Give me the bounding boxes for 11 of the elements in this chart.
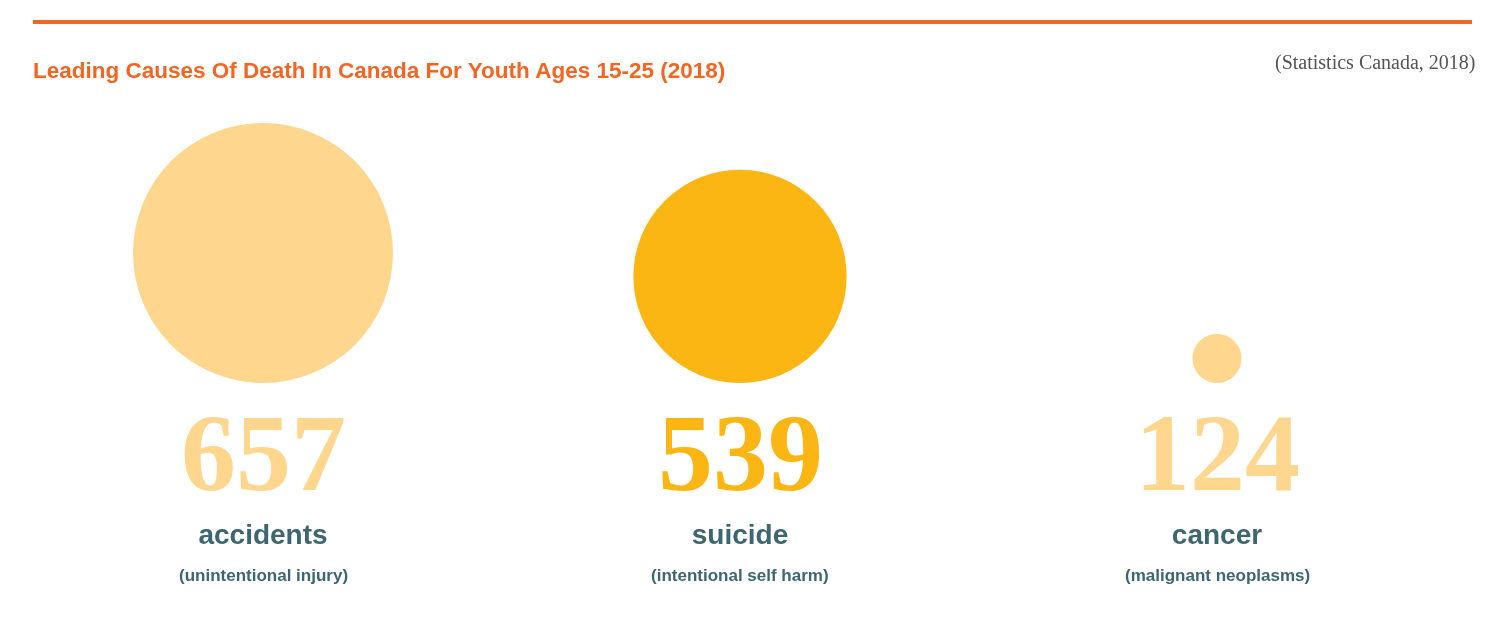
text: (malignant neoplasms) — [1125, 566, 1311, 585]
text: (Statistics Canada, 2018) — [1275, 51, 1476, 74]
data-label: 124 — [1135, 392, 1300, 514]
category-label: accidents — [198, 519, 328, 550]
data-label: 539 — [658, 392, 823, 514]
text: (intentional self harm) — [651, 566, 829, 585]
data-label: 657 — [181, 392, 346, 514]
category-label: cancer — [1171, 519, 1263, 550]
text: Leading Causes Of Death In Canada For Youth Ages 15-25 (2018) — [33, 57, 726, 83]
text: (unintentional injury) — [179, 566, 349, 585]
category-label: suicide — [691, 519, 789, 550]
